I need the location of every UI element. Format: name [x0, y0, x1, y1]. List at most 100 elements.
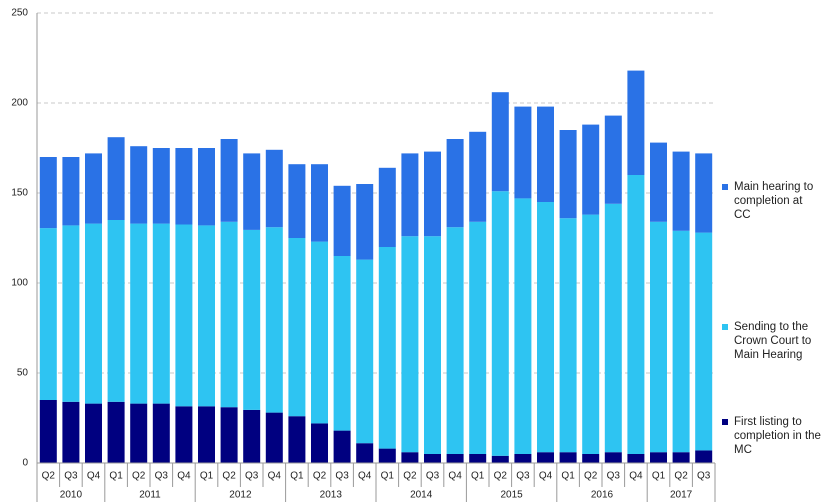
year-label: 2016: [591, 490, 614, 501]
year-label: 2017: [670, 490, 693, 501]
bar-segment: [85, 153, 102, 224]
legend-swatch: [722, 324, 728, 330]
bar-segment: [650, 221, 667, 453]
bar-segment: [582, 214, 600, 454]
bar-segment: [152, 148, 170, 224]
y-tick-label: 250: [11, 8, 28, 19]
bar-segment: [62, 401, 80, 463]
bar-segment: [672, 151, 690, 231]
bar-segment: [198, 148, 215, 226]
bar-segment: [672, 452, 690, 463]
bar-segment: [39, 400, 57, 463]
bar-segment: [243, 229, 261, 410]
bar-segment: [175, 224, 193, 407]
x-tick-label: Q3: [245, 471, 259, 482]
bar-segment: [424, 151, 441, 237]
year-label: 2014: [410, 490, 433, 501]
legend-item: Main hearing to completion at CC: [722, 180, 822, 222]
x-tick-label: Q3: [516, 471, 530, 482]
x-tick-label: Q3: [607, 471, 621, 482]
bar-segment: [243, 153, 261, 230]
bar-segment: [288, 238, 306, 417]
x-tick-label: Q2: [313, 471, 327, 482]
bar-segment: [175, 406, 193, 463]
x-tick-label: Q2: [222, 471, 236, 482]
x-tick-label: Q4: [87, 471, 101, 482]
bar-segment: [537, 106, 554, 202]
bar-segment: [62, 157, 80, 226]
bar-segment: [604, 203, 622, 453]
x-tick-label: Q3: [335, 471, 349, 482]
bar-segment: [311, 241, 328, 424]
legend-label: Main hearing to completion at CC: [734, 181, 814, 221]
bar-segment: [152, 223, 170, 404]
bar-segment: [311, 164, 328, 242]
year-label: 2015: [500, 490, 523, 501]
x-tick-label: Q4: [268, 471, 282, 482]
legend-item: First listing to completion in the MC: [722, 415, 822, 457]
bar-segment: [469, 454, 487, 463]
bar-segment: [333, 430, 351, 463]
x-tick-label: Q1: [471, 471, 485, 482]
bar-segment: [695, 153, 713, 233]
bar-segment: [491, 92, 509, 192]
y-tick-label: 150: [11, 188, 28, 199]
x-tick-label: Q4: [629, 471, 643, 482]
x-tick-label: Q4: [358, 471, 372, 482]
bar-segment: [650, 452, 667, 463]
bar-segment: [401, 236, 419, 453]
x-tick-label: Q2: [674, 471, 688, 482]
bar-segment: [152, 403, 170, 463]
bar-segment: [39, 157, 57, 229]
x-tick-label: Q2: [584, 471, 598, 482]
bar-segment: [378, 247, 396, 449]
bar-segment: [265, 227, 283, 413]
bar-segment: [401, 153, 419, 237]
bar-segment: [604, 115, 622, 204]
bar-segment: [672, 230, 690, 453]
bar-segment: [130, 223, 148, 404]
bar-segment: [333, 256, 351, 431]
legend-label: Sending to the Crown Court to Main Heari…: [734, 321, 812, 361]
bar-segment: [446, 454, 464, 463]
bar-segment: [220, 407, 238, 463]
bar-segment: [537, 202, 554, 453]
bar-segment: [424, 236, 441, 454]
bar-segment: [311, 423, 328, 463]
bar-segment: [130, 146, 148, 224]
bar-segment: [265, 412, 283, 463]
x-tick-label: Q1: [290, 471, 304, 482]
bar-segment: [107, 137, 125, 220]
year-label: 2011: [139, 490, 161, 501]
bar-segment: [107, 220, 125, 402]
bar-segment: [695, 450, 713, 463]
x-tick-label: Q4: [177, 471, 191, 482]
bar-segment: [220, 139, 238, 222]
x-tick-label: Q2: [42, 471, 56, 482]
bar-segment: [582, 454, 600, 463]
bar-segment: [469, 131, 487, 222]
bar-segment: [446, 139, 464, 228]
bar-segment: [559, 130, 577, 219]
x-tick-label: Q4: [448, 471, 462, 482]
legend-swatch: [722, 419, 728, 425]
bar-segment: [220, 221, 238, 408]
bar-segment: [333, 185, 351, 256]
bar-segment: [85, 403, 102, 463]
x-tick-label: Q3: [697, 471, 711, 482]
x-tick-label: Q3: [155, 471, 169, 482]
x-tick-label: Q2: [403, 471, 417, 482]
bar-segment: [604, 452, 622, 463]
y-tick-label: 50: [17, 368, 29, 379]
bar-segment: [243, 409, 261, 463]
bar-segment: [446, 227, 464, 454]
bar-segment: [356, 184, 374, 260]
y-tick-label: 200: [11, 98, 28, 109]
bar-segment: [401, 452, 419, 463]
x-tick-label: Q2: [132, 471, 146, 482]
bar-segment: [627, 175, 645, 454]
x-tick-label: Q4: [539, 471, 553, 482]
x-tick-label: Q3: [426, 471, 440, 482]
bar-segment: [378, 448, 396, 463]
